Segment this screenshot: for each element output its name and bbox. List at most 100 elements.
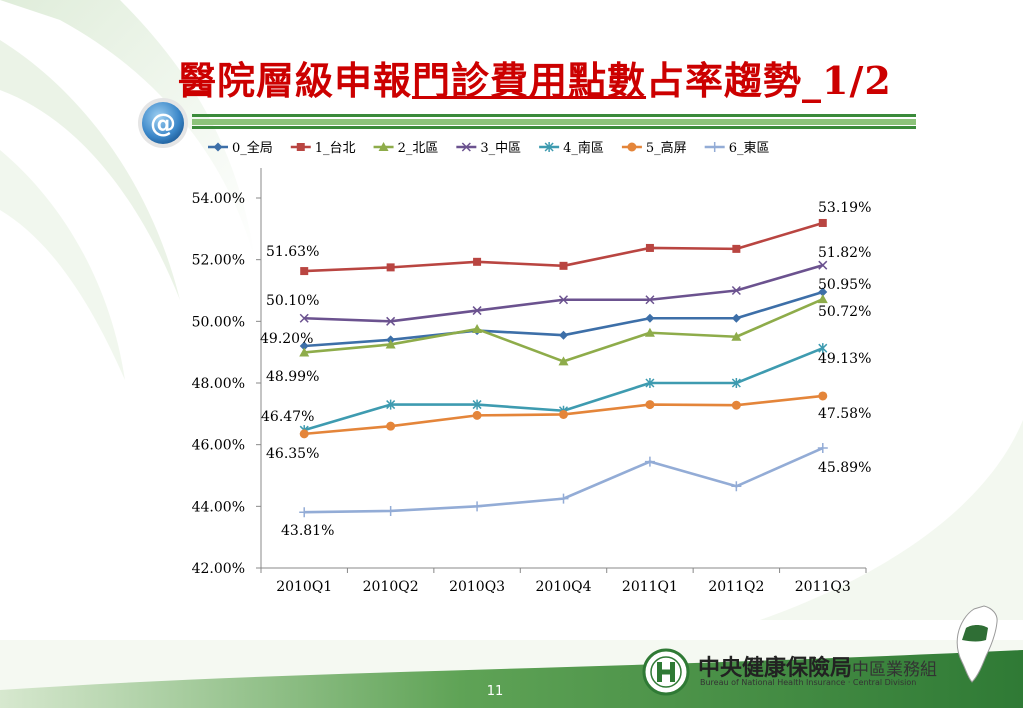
legend-item-3: 3_中區 (456, 141, 521, 156)
data-point (731, 331, 742, 341)
data-point (644, 456, 655, 467)
data-point (731, 285, 741, 296)
data-label: 50.95% (818, 277, 871, 293)
at-icon: @ (138, 98, 188, 148)
series-3 (299, 260, 828, 326)
data-point (731, 400, 741, 410)
taiwan-map-icon (956, 605, 998, 683)
data-point (386, 316, 396, 326)
data-point (386, 263, 395, 272)
data-point (645, 400, 655, 410)
legend-swatch-marker (544, 142, 554, 152)
data-point (645, 313, 655, 323)
legend-label: 1_台北 (315, 141, 356, 156)
chart-legend: 0_全局 1_台北 2_北區 3_中區 4_南區 5_高屏 6_東區 (208, 140, 769, 156)
data-point (731, 378, 741, 388)
data-label: 46.35% (266, 446, 319, 462)
legend-swatch-marker (213, 142, 223, 152)
data-point (472, 501, 483, 512)
data-point (818, 391, 828, 401)
data-point (472, 306, 482, 316)
legend-item-4: 4_南區 (539, 140, 604, 156)
legend-item-6: 6_東區 (704, 140, 770, 156)
legend-swatch-marker (296, 143, 305, 151)
data-point (472, 410, 482, 420)
nhi-logo: 中央健康保險局中區業務組 Bureau of National Health I… (642, 648, 972, 696)
legend-item-1: 1_台北 (290, 141, 356, 156)
data-point (731, 313, 741, 323)
data-point (817, 443, 828, 454)
data-point (818, 218, 827, 227)
legend-label: 6_東區 (729, 140, 770, 156)
series-line (304, 263, 824, 323)
data-label: 49.20% (260, 331, 313, 347)
data-point (558, 295, 569, 305)
legend-swatch-marker (709, 142, 720, 152)
data-point (817, 294, 828, 304)
data-point (300, 267, 309, 276)
nhi-logo-english: Bureau of National Health Insurance · Ce… (700, 678, 917, 687)
legend-swatch-marker (378, 142, 389, 151)
y-tick-label: 42.00% (192, 561, 245, 577)
nhi-seal-icon (642, 648, 690, 696)
y-tick-label: 52.00% (192, 253, 245, 269)
data-label: 53.19% (818, 200, 871, 216)
data-point (559, 409, 568, 419)
data-point (644, 327, 655, 337)
data-point (385, 339, 396, 349)
data-point (299, 347, 310, 357)
x-tick-label: 2011Q1 (622, 579, 678, 595)
x-tick-label: 2010Q4 (535, 579, 591, 595)
data-point (645, 243, 654, 252)
y-tick-label: 44.00% (192, 499, 245, 515)
data-point (645, 295, 655, 305)
x-tick-label: 2011Q3 (795, 579, 851, 595)
x-tick-label: 2011Q2 (708, 579, 764, 595)
legend-label: 2_北區 (398, 141, 439, 156)
legend-item-5: 5_高屏 (621, 140, 687, 156)
legend-swatch-marker (461, 142, 471, 152)
x-tick-label: 2010Q2 (363, 579, 419, 595)
data-point (732, 244, 741, 253)
data-label: 51.82% (818, 245, 871, 261)
data-point (645, 378, 655, 388)
legend-label: 3_中區 (480, 141, 521, 156)
data-point (299, 313, 309, 323)
series-6 (299, 443, 828, 518)
data-point (386, 421, 396, 431)
page-number: 11 (486, 684, 504, 699)
title-underline-bars (192, 114, 916, 130)
data-point (386, 399, 396, 410)
data-point (385, 505, 396, 516)
data-label: 47.58% (818, 406, 871, 422)
data-point (818, 260, 828, 270)
data-point (472, 399, 482, 410)
y-tick-label: 50.00% (192, 314, 245, 330)
data-label: 46.47% (261, 409, 314, 425)
x-tick-label: 2010Q3 (449, 579, 505, 595)
chart-axes: 42.00% 44.00% 46.00% 48.00% 50.00% 52.00% 54.0… (192, 168, 867, 595)
series-5 (299, 391, 828, 439)
series-line (304, 297, 824, 363)
legend-item-0: 0_全局 (208, 140, 273, 156)
legend-label: 0_全局 (232, 140, 273, 156)
line-chart: 0_全局 1_台北 2_北區 3_中區 4_南區 5_高屏 6_東區 42.00% 44.00… (192, 140, 872, 595)
footer-band (0, 650, 1023, 708)
data-label: 49.13% (818, 351, 871, 367)
y-tick-label: 54.00% (192, 191, 245, 207)
data-label: 43.81% (281, 523, 334, 539)
data-label: 50.10% (266, 293, 319, 309)
data-point (558, 493, 569, 504)
data-point (818, 343, 828, 354)
x-tick-label: 2010Q1 (276, 579, 332, 595)
data-point (472, 324, 483, 334)
nhi-logo-text: 中央健康保險局中區業務組 (698, 656, 938, 681)
data-label: 48.99% (266, 369, 319, 385)
data-label: 50.72% (818, 304, 871, 320)
series-2 (299, 294, 828, 366)
data-point (818, 287, 828, 297)
data-point (559, 330, 568, 340)
data-label: 45.89% (818, 460, 871, 476)
series-1 (300, 218, 827, 276)
slide-title: 醫院層級申報門診費用點數占率趨勢_1/2 (178, 58, 892, 103)
